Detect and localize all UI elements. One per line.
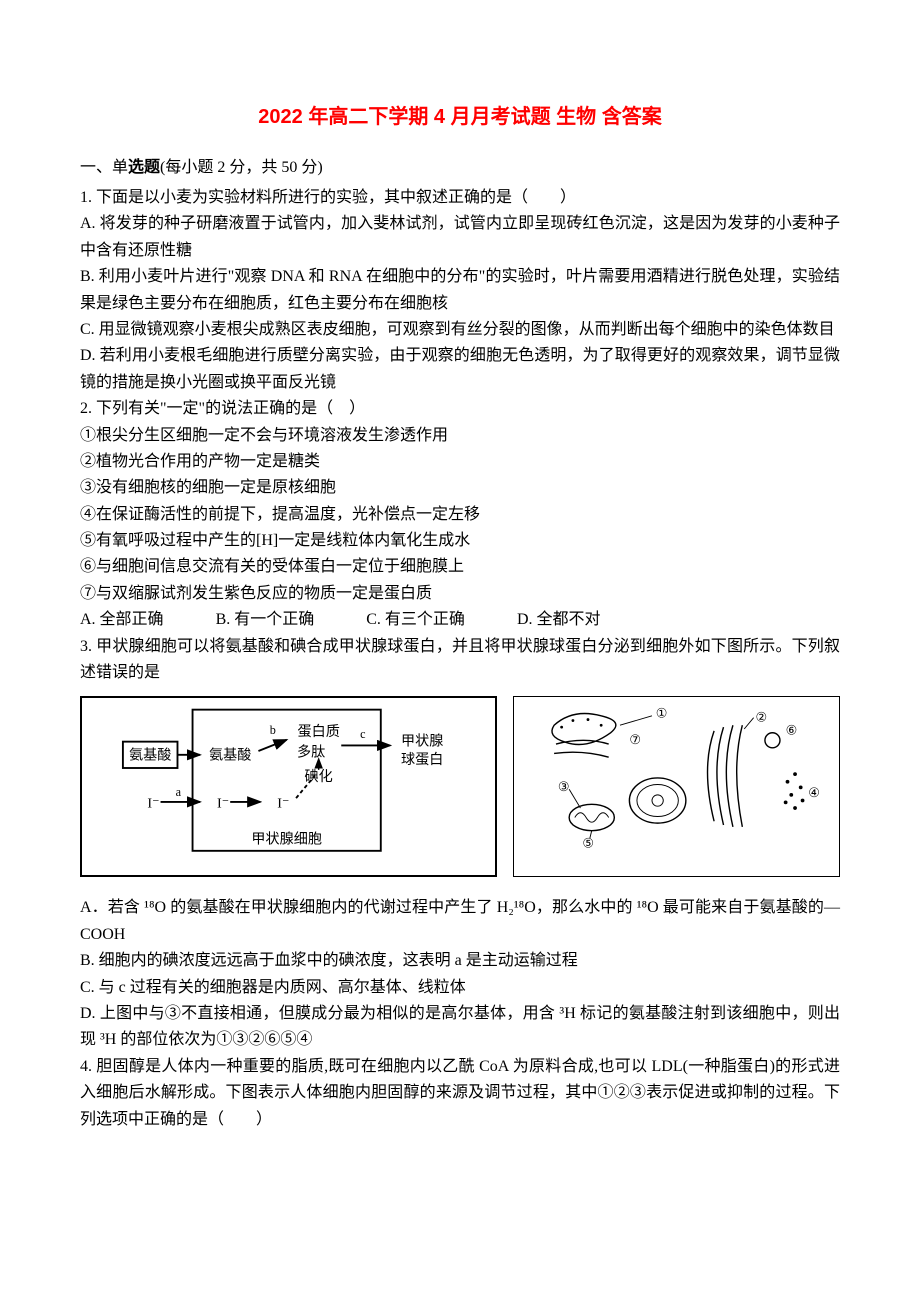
section-suffix: (每小题 2 分，共 50 分) bbox=[160, 159, 323, 176]
section-header: 一、单选题(每小题 2 分，共 50 分) bbox=[80, 153, 840, 177]
q3-diagrams: 氨基酸 氨基酸 b 蛋白质 多肽 c 甲状腺 球蛋白 I⁻ a bbox=[80, 696, 840, 877]
q3-diagram-left: 氨基酸 氨基酸 b 蛋白质 多肽 c 甲状腺 球蛋白 I⁻ a bbox=[80, 696, 497, 877]
exam-page: 2022 年高二下学期 4 月月考试题 生物 含答案 一、单选题(每小题 2 分… bbox=[0, 0, 920, 1193]
q2-sub-1: ①根尖分生区细胞一定不会与环境溶液发生渗透作用 bbox=[80, 423, 840, 449]
svg-text:氨基酸: 氨基酸 bbox=[129, 747, 171, 764]
svg-text:I⁻: I⁻ bbox=[217, 796, 229, 812]
q3-A: A．若含 ¹⁸O 的氨基酸在甲状腺细胞内的代谢过程中产生了 H₂¹⁸O，那么水中… bbox=[80, 895, 840, 948]
svg-text:碘化: 碘化 bbox=[305, 770, 333, 786]
q2-sub-4: ④在保证酶活性的前提下，提高温度，光补偿点一定左移 bbox=[80, 502, 840, 528]
svg-text:⑥: ⑥ bbox=[786, 723, 798, 738]
q2-sub-6: ⑥与细胞间信息交流有关的受体蛋白一定位于细胞膜上 bbox=[80, 554, 840, 580]
section-bold: 选题 bbox=[128, 159, 160, 176]
svg-text:a: a bbox=[176, 786, 182, 800]
svg-text:I⁻: I⁻ bbox=[277, 796, 289, 812]
q2-C: C. 有三个正确 bbox=[366, 607, 465, 633]
q1-C: C. 用显微镜观察小麦根尖成熟区表皮细胞，可观察到有丝分裂的图像，从而判断出每个… bbox=[80, 317, 840, 343]
svg-text:④: ④ bbox=[808, 785, 820, 800]
q2-sub-5: ⑤有氧呼吸过程中产生的[H]一定是线粒体内氧化生成水 bbox=[80, 528, 840, 554]
svg-text:氨基酸: 氨基酸 bbox=[209, 747, 251, 764]
svg-text:②: ② bbox=[756, 710, 768, 725]
q3-D: D. 上图中与③不直接相通，但膜成分最为相似的是高尔基体，用含 ³H 标记的氨基… bbox=[80, 1001, 840, 1054]
svg-text:⑦: ⑦ bbox=[629, 732, 641, 747]
q2-sub-2: ②植物光合作用的产物一定是糖类 bbox=[80, 449, 840, 475]
section-prefix: 一、单 bbox=[80, 159, 128, 176]
svg-text:球蛋白: 球蛋白 bbox=[401, 753, 443, 769]
q2-D: D. 全都不对 bbox=[517, 607, 601, 633]
q1-A: A. 将发芽的种子研磨液置于试管内，加入斐林试剂，试管内立即呈现砖红色沉淀，这是… bbox=[80, 211, 840, 264]
q3-B: B. 细胞内的碘浓度远远高于血浆中的碘浓度，这表明 a 是主动运输过程 bbox=[80, 948, 840, 974]
q4-stem: 4. 胆固醇是人体内一种重要的脂质,既可在细胞内以乙酰 CoA 为原料合成,也可… bbox=[80, 1054, 840, 1133]
q2-options: A. 全部正确 B. 有一个正确 C. 有三个正确 D. 全都不对 bbox=[80, 607, 840, 633]
page-title: 2022 年高二下学期 4 月月考试题 生物 含答案 bbox=[80, 100, 840, 129]
svg-text:蛋白质: 蛋白质 bbox=[298, 724, 340, 740]
svg-text:③: ③ bbox=[558, 780, 570, 795]
q3-C: C. 与 c 过程有关的细胞器是内质网、高尔基体、线粒体 bbox=[80, 975, 840, 1001]
svg-text:⑤: ⑤ bbox=[582, 836, 594, 851]
q1-stem: 1. 下面是以小麦为实验材料所进行的实验，其中叙述正确的是（ ） bbox=[80, 185, 840, 211]
svg-text:①: ① bbox=[656, 706, 668, 721]
svg-text:甲状腺: 甲状腺 bbox=[401, 734, 443, 750]
q2-B: B. 有一个正确 bbox=[216, 607, 315, 633]
svg-text:甲状腺细胞: 甲状腺细胞 bbox=[251, 832, 322, 848]
q3-diagram-right: ① ⑦ ③ ⑤ bbox=[513, 696, 840, 877]
svg-text:b: b bbox=[270, 724, 276, 738]
flowchart-svg: 氨基酸 氨基酸 b 蛋白质 多肽 c 甲状腺 球蛋白 I⁻ a bbox=[90, 704, 487, 864]
cell-svg: ① ⑦ ③ ⑤ bbox=[514, 697, 839, 857]
q1-D: D. 若利用小麦根毛细胞进行质壁分离实验，由于观察的细胞无色透明，为了取得更好的… bbox=[80, 343, 840, 396]
svg-text:c: c bbox=[360, 727, 366, 741]
svg-text:I⁻: I⁻ bbox=[147, 796, 159, 812]
svg-text:多肽: 多肽 bbox=[297, 744, 325, 761]
q2-sub-3: ③没有细胞核的细胞一定是原核细胞 bbox=[80, 475, 840, 501]
q2-sub-7: ⑦与双缩脲试剂发生紫色反应的物质一定是蛋白质 bbox=[80, 581, 840, 607]
q1-B: B. 利用小麦叶片进行"观察 DNA 和 RNA 在细胞中的分布"的实验时，叶片… bbox=[80, 264, 840, 317]
q2-A: A. 全部正确 bbox=[80, 607, 164, 633]
q2-stem: 2. 下列有关"一定"的说法正确的是（ ） bbox=[80, 396, 840, 422]
q3-stem: 3. 甲状腺细胞可以将氨基酸和碘合成甲状腺球蛋白，并且将甲状腺球蛋白分泌到细胞外… bbox=[80, 634, 840, 687]
